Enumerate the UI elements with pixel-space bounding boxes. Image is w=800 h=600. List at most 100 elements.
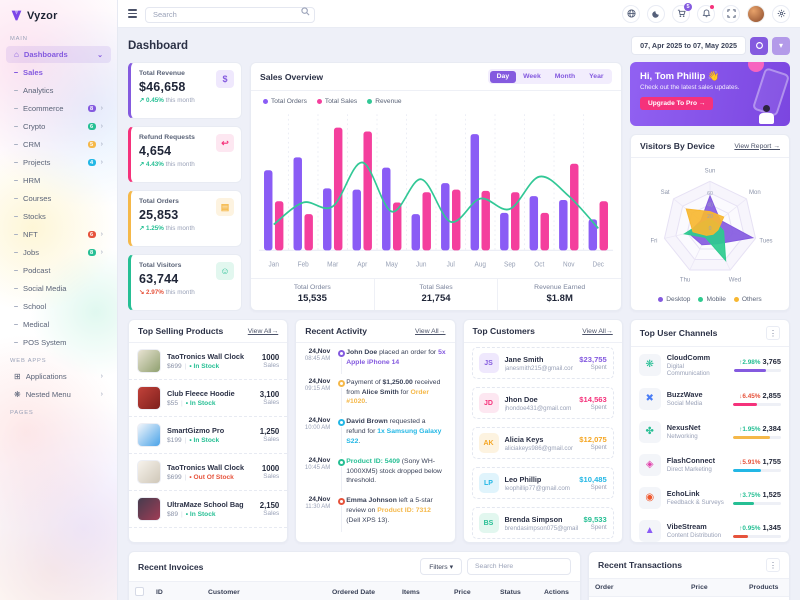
sidebar-item[interactable]: Medical xyxy=(6,316,111,333)
product-row[interactable]: Club Fleece Hoodie $55 | • In Stock 3,10… xyxy=(129,380,288,417)
date-action-button[interactable] xyxy=(750,36,768,55)
settings-button[interactable] xyxy=(772,4,790,23)
sales-chart-legend: Total Orders Total Sales Revenue xyxy=(251,91,621,105)
select-all-checkbox[interactable] xyxy=(135,587,144,596)
date-range-picker[interactable]: 07, Apr 2025 to 07, May 2025 xyxy=(631,36,746,55)
activity-text: Emma Johnson left a 5-star review on Pro… xyxy=(346,497,433,524)
view-all-link[interactable]: View All→ xyxy=(415,327,446,335)
channel-logo-icon: ❋ xyxy=(638,353,661,376)
sidebar-item[interactable]: Stocks xyxy=(6,208,111,225)
customer-avatar: BS xyxy=(478,513,499,533)
svg-text:Sep: Sep xyxy=(504,261,516,268)
brand[interactable]: Vyzor xyxy=(0,0,117,30)
sidebar-item[interactable]: Ecommerce 8 › xyxy=(6,100,111,117)
upgrade-pro-button[interactable]: Upgrade To Pro → xyxy=(640,97,714,110)
top-customers-card: Top Customers View All→ JS Jane Smith ja… xyxy=(462,319,623,543)
customer-row[interactable]: AK Alicia Keys aliciakeys986@gmail.com $… xyxy=(471,427,614,459)
period-tab[interactable]: Week xyxy=(523,73,541,80)
period-tab[interactable]: Year xyxy=(589,73,604,80)
filters-button[interactable]: Filters ▾ xyxy=(420,558,462,575)
view-all-link[interactable]: View All→ xyxy=(247,327,279,335)
stat-card: Refund Requests 4,654 ↗ 4.43% this month… xyxy=(128,126,242,183)
svg-text:Jul: Jul xyxy=(447,261,456,268)
stock-status: • In Stock xyxy=(189,363,220,370)
sidebar-item[interactable]: POS System xyxy=(6,334,111,351)
chevron-right-icon: › xyxy=(100,105,103,112)
language-globe-button[interactable] xyxy=(622,4,640,23)
fullscreen-button[interactable] xyxy=(722,4,740,23)
customer-row[interactable]: JD Jhon Doe jhondoe431@gmail.com $14,563… xyxy=(471,387,614,419)
visitors-by-device-card: Visitors By Device View Report → Sun Mon T… xyxy=(630,134,790,311)
invoice-search-input[interactable] xyxy=(467,558,571,575)
sidebar-item[interactable]: Crypto 6 › xyxy=(6,118,111,135)
period-tab[interactable]: Day xyxy=(489,70,517,83)
sidebar-item[interactable]: ❋ Nested Menu › xyxy=(14,390,103,399)
customer-row[interactable]: JS Jane Smith janesmith215@gmail.com $23… xyxy=(471,347,614,379)
sidebar-item[interactable]: NFT 6 › xyxy=(6,226,111,243)
svg-text:May: May xyxy=(386,261,399,268)
product-row[interactable]: TaoTronics Wall Clock $699 | • In Stock … xyxy=(129,343,288,380)
svg-text:Mar: Mar xyxy=(327,261,339,268)
menu-toggle-icon[interactable] xyxy=(128,9,137,18)
more-options-button[interactable]: ⋮ xyxy=(766,558,780,572)
svg-text:20: 20 xyxy=(707,214,713,220)
sidebar-item[interactable]: School xyxy=(6,298,111,315)
sidebar-item[interactable]: Podcast xyxy=(6,262,111,279)
filter-dropdown-button[interactable]: ▾ xyxy=(772,36,790,55)
notifications-button[interactable] xyxy=(697,4,715,23)
recent-activity-card: Recent Activity View All→ 24,Nov 08:45 A… xyxy=(295,319,456,543)
cart-button[interactable]: 5 xyxy=(672,2,692,23)
channel-row: ✖ BuzzWave Social Media ↓6.45% 2,855 xyxy=(631,382,789,415)
top-selling-products-card: Top Selling Products View All→ TaoTronic… xyxy=(128,319,289,543)
sidebar-item[interactable]: Courses xyxy=(6,190,111,207)
product-row[interactable]: SmartGizmo Pro $199 | • In Stock 1,250 S… xyxy=(129,417,288,454)
view-all-link[interactable]: View All→ xyxy=(582,327,613,335)
product-thumbnail xyxy=(137,497,161,521)
customer-avatar: AK xyxy=(478,433,499,453)
period-tab[interactable]: Month xyxy=(554,73,576,80)
customer-row[interactable]: BS Brenda Simpson brendasimpson075@gmail… xyxy=(471,507,614,539)
sidebar-item[interactable]: Social Media xyxy=(6,280,111,297)
product-price: $89 xyxy=(167,511,179,518)
bullet-icon xyxy=(14,197,18,200)
sidebar-item[interactable]: ⊞ Applications › xyxy=(14,372,103,381)
search-input[interactable] xyxy=(145,6,315,23)
sidebar-item[interactable]: Projects 4 › xyxy=(6,154,111,171)
sidebar-item[interactable]: Jobs 8 › xyxy=(6,244,111,261)
channel-progress-bar xyxy=(733,436,771,439)
chevron-right-icon: › xyxy=(100,249,103,256)
chevron-right-icon: › xyxy=(100,231,103,238)
sidebar-item[interactable]: CRM 5 › xyxy=(6,136,111,153)
svg-text:Feb: Feb xyxy=(298,261,309,268)
activity-item: 24,Nov 09:15 AM Payment of $1,250.00 rec… xyxy=(296,373,454,413)
dark-mode-button[interactable] xyxy=(647,4,665,23)
svg-text:Dec: Dec xyxy=(593,261,605,268)
product-row[interactable]: UltraMaze School Bag $89 | • In Stock 2,… xyxy=(129,491,288,528)
activity-text: John Doe placed an order for 5x Apple iP… xyxy=(346,349,446,366)
product-price: $55 xyxy=(167,400,179,407)
decor-circle xyxy=(748,62,764,72)
more-options-button[interactable]: ⋮ xyxy=(766,326,780,340)
product-row[interactable]: TaoTronics Wall Clock $699 | • Out Of St… xyxy=(129,454,288,491)
legend-item: Revenue xyxy=(367,98,402,105)
bullet-icon xyxy=(14,233,18,236)
activity-item: 24,Nov 10:45 AM Product ID: 5409 (Sony W… xyxy=(296,452,454,492)
sidebar-item[interactable]: Sales xyxy=(6,64,111,81)
page-title: Dashboard xyxy=(128,39,189,52)
visitors-radar-chart: Sun Mon Tues Wed Thu Fri Sat 0 20 40 60 xyxy=(651,168,773,283)
channel-row: ✤ NexusNet Networking ↑1.95% 2,384 xyxy=(631,415,789,448)
svg-text:0: 0 xyxy=(709,226,712,232)
view-report-link[interactable]: View Report → xyxy=(734,142,780,150)
svg-text:Oct: Oct xyxy=(534,261,544,268)
top-user-channels-card: Top User Channels ⋮ ❋ CloudComm Digital … xyxy=(629,319,790,543)
svg-text:Fri: Fri xyxy=(651,239,658,245)
sidebar-item[interactable]: HRM xyxy=(6,172,111,189)
timeline-dot xyxy=(337,498,345,506)
channel-row: ◉ EchoLink Feedback & Surveys ↑3.75% 1,52… xyxy=(631,481,789,514)
customer-row[interactable]: LP Leo Phillip leophillip77@gmail.com $1… xyxy=(471,467,614,499)
sidebar-item[interactable]: Analytics xyxy=(6,82,111,99)
product-thumbnail xyxy=(137,349,161,373)
stat-icon: ↩ xyxy=(216,134,234,152)
sidebar-item-dashboards[interactable]: ⌂ Dashboards ⌄ xyxy=(6,46,111,63)
user-avatar[interactable] xyxy=(747,4,765,23)
